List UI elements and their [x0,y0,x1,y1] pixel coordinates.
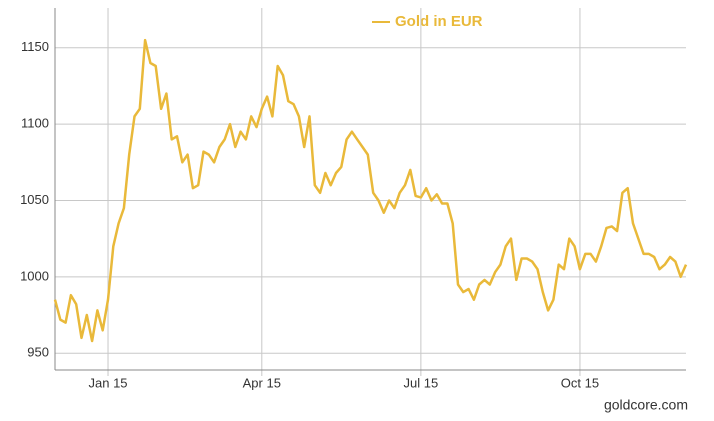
y-tick-label: 1150 [21,39,49,54]
y-tick-label: 1000 [20,268,49,283]
y-tick-label: 1100 [21,116,49,131]
series-line [53,38,688,343]
y-tick-label: 1050 [20,192,49,207]
x-tick-label: Apr 15 [243,375,281,390]
y-tick-label: 950 [27,345,49,360]
x-tick-label: Oct 15 [561,375,599,390]
x-tick-label: Jul 15 [404,375,439,390]
legend-label: Gold in EUR [395,13,483,30]
x-tick-label: Jan 15 [89,375,128,390]
source: goldcore.com [604,397,688,413]
